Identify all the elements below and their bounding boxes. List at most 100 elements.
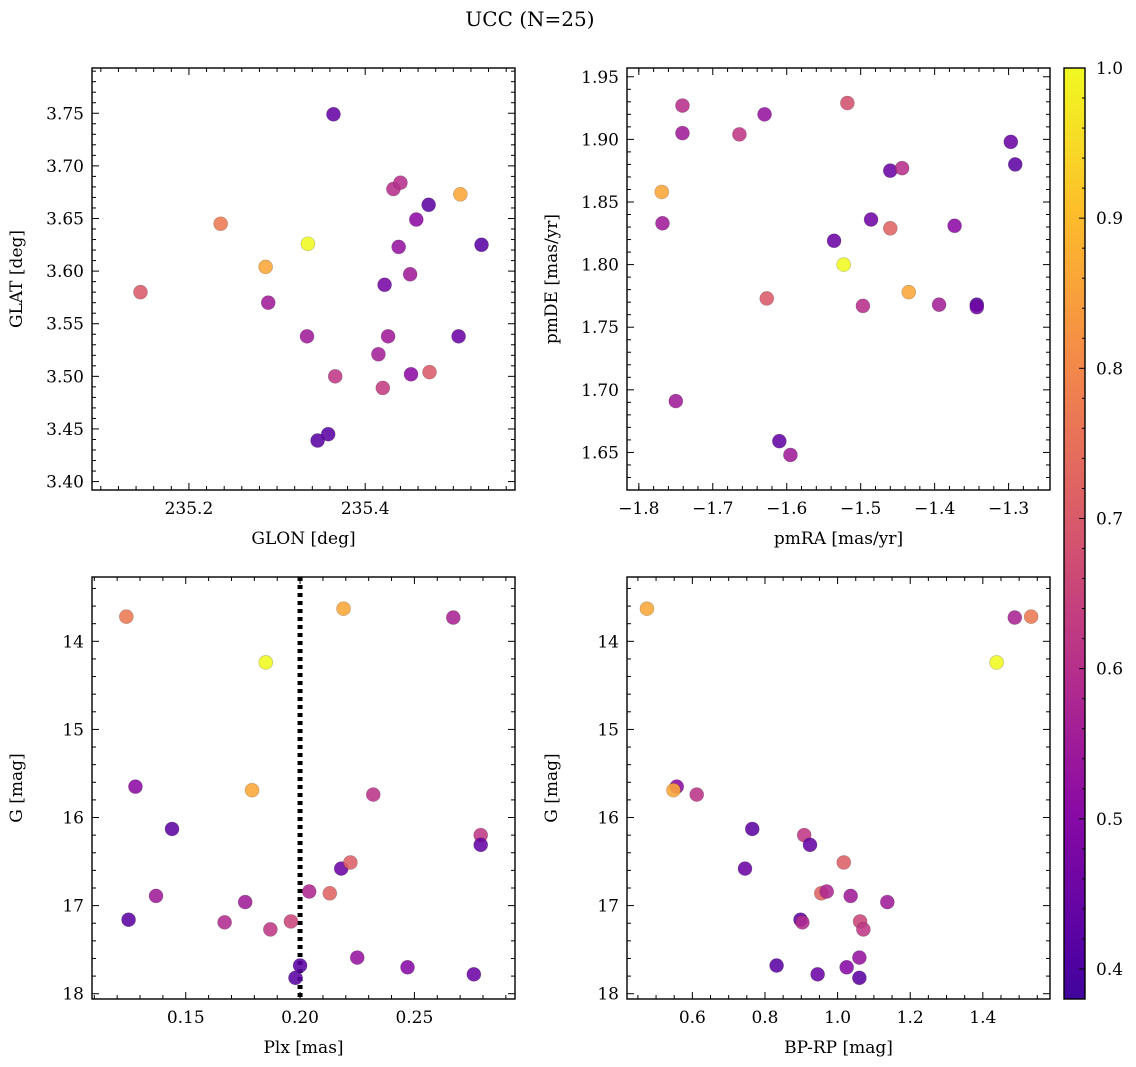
- data-point: [301, 884, 317, 899]
- colorbar-tick-label: 0.7: [1096, 509, 1123, 529]
- x-tick-label: 0.6: [679, 1008, 706, 1028]
- x-tick-label: −1.5: [840, 499, 881, 519]
- data-point: [852, 970, 867, 986]
- panel-pmra-pmde: −1.8 −1.7 −1.6 −1.5 −1.4 −1.3 1.65 1.70 1.75 1.80…: [542, 67, 1051, 549]
- x-tick-label: 1.0: [824, 1008, 851, 1028]
- y-tick-label: 1.70: [581, 381, 619, 401]
- colorbar-tick-label: 1.0: [1096, 59, 1123, 79]
- x-tick-label: 235.4: [341, 499, 390, 519]
- data-point: [422, 364, 437, 380]
- y-axis-label: GLAT [deg]: [7, 230, 27, 328]
- data-point: [148, 888, 164, 904]
- data-point: [217, 915, 232, 930]
- data-point: [402, 266, 418, 282]
- x-axis-label: pmRA [mas/yr]: [774, 529, 903, 549]
- data-point: [336, 601, 351, 617]
- colorbar-tick-label: 0.6: [1096, 660, 1123, 680]
- y-tick-label: 16: [597, 809, 619, 829]
- data-point: [843, 888, 858, 904]
- data-point: [263, 922, 278, 937]
- data-point: [668, 393, 684, 409]
- data-point: [128, 779, 143, 794]
- data-point: [1003, 134, 1019, 150]
- x-tick-label: 1.4: [969, 1008, 996, 1028]
- data-point: [164, 821, 180, 837]
- panel-bprp-g: 0.6 0.8 1.0 1.2 1.4 14 15 16 17 18 BP-RP [mag] G [m…: [542, 576, 1051, 1058]
- data-point: [655, 215, 670, 231]
- data-point: [244, 782, 260, 798]
- data-point: [121, 912, 136, 928]
- data-point: [863, 212, 879, 227]
- data-point: [326, 107, 341, 122]
- y-tick-label: 1.85: [581, 193, 619, 213]
- data-point: [292, 958, 308, 973]
- y-tick-label: 3.55: [46, 315, 84, 335]
- figure-title: UCC (N=25): [465, 7, 594, 31]
- y-tick-label: 3.75: [46, 104, 84, 124]
- data-point: [453, 186, 468, 202]
- data-point: [400, 959, 415, 975]
- data-point: [894, 160, 910, 176]
- colorbar-tick-label: 0.4: [1096, 960, 1123, 980]
- x-tick-label: 0.15: [167, 1008, 205, 1028]
- data-point: [260, 295, 276, 310]
- y-tick-label: 18: [597, 985, 619, 1005]
- y-tick-label: 3.65: [46, 209, 84, 229]
- data-point: [327, 369, 343, 384]
- data-point: [320, 426, 336, 442]
- data-point: [856, 922, 871, 937]
- data-point: [1007, 157, 1023, 172]
- data-point: [810, 967, 825, 982]
- data-point: [744, 821, 760, 837]
- data-point: [451, 329, 466, 344]
- data-point: [795, 915, 810, 930]
- data-point: [852, 950, 867, 965]
- panel-glon-glat: 235.2 235.4 3.40 3.45 3.50 3.55 3.60 3.65 3.70 3.…: [7, 67, 516, 549]
- data-point: [759, 291, 775, 306]
- data-point: [343, 855, 358, 870]
- data-point: [445, 610, 461, 625]
- y-tick-label: 3.70: [46, 157, 84, 177]
- data-point: [133, 284, 148, 300]
- data-point: [375, 380, 391, 396]
- x-tick-label: −1.3: [988, 499, 1029, 519]
- y-tick-label: 14: [62, 632, 84, 652]
- data-point: [783, 447, 798, 463]
- data-point: [947, 218, 962, 234]
- colorbar-tick-label: 0.5: [1096, 810, 1123, 830]
- plot-frame: [91, 576, 516, 1000]
- x-tick-label: −1.8: [618, 499, 659, 519]
- data-point: [408, 212, 424, 227]
- x-tick-label: −1.4: [914, 499, 955, 519]
- data-point: [675, 98, 690, 113]
- data-point: [118, 609, 134, 624]
- colorbar-tick-label: 0.8: [1096, 359, 1123, 379]
- data-point: [322, 885, 338, 901]
- data-point: [213, 216, 228, 232]
- data-point: [839, 959, 854, 975]
- data-point: [365, 787, 381, 802]
- y-axis-label: pmDE [mas/yr]: [542, 214, 562, 344]
- data-point: [466, 967, 482, 982]
- data-point: [300, 236, 316, 252]
- data-point: [969, 299, 985, 315]
- data-point: [421, 197, 436, 213]
- y-tick-label: 3.60: [46, 262, 84, 282]
- data-point: [237, 894, 253, 910]
- data-point: [310, 433, 325, 448]
- data-point: [391, 239, 406, 255]
- data-point: [772, 433, 787, 449]
- data-point: [393, 175, 408, 191]
- plot-frame: [626, 67, 1051, 491]
- data-point: [732, 127, 747, 142]
- x-tick-label: −1.6: [766, 499, 807, 519]
- x-axis-label: Plx [mas]: [263, 1038, 343, 1058]
- data-point: [840, 95, 855, 111]
- y-tick-label: 15: [62, 720, 84, 740]
- data-point: [474, 237, 489, 253]
- y-tick-label: 3.40: [46, 473, 84, 493]
- data-point: [882, 220, 898, 236]
- y-tick-label: 1.75: [581, 318, 619, 338]
- x-tick-label: −1.7: [692, 499, 733, 519]
